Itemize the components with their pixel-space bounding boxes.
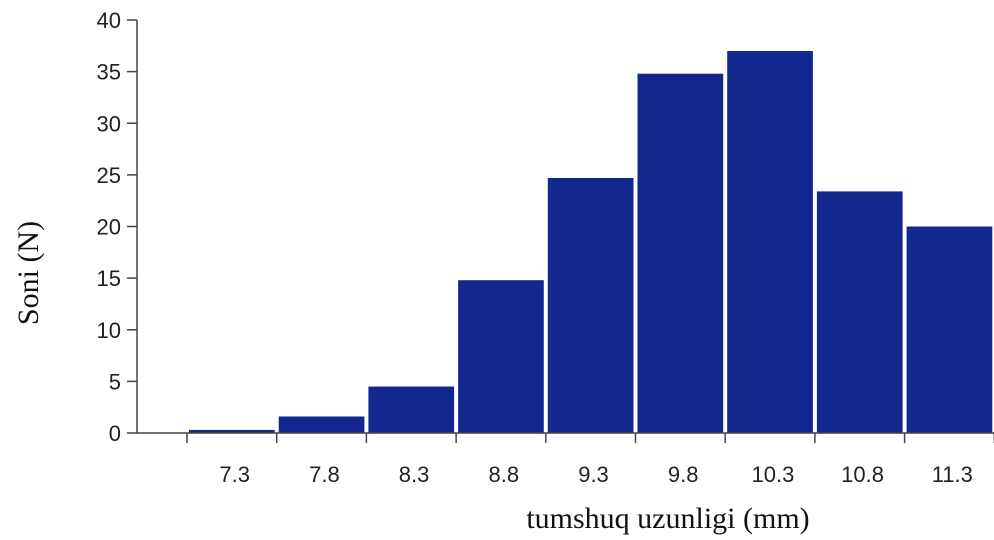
x-tick-label: 10.8 — [841, 462, 884, 487]
x-axis-title: tumshuq uzunligi (mm) — [526, 502, 809, 535]
x-tick-label: 7.3 — [219, 462, 250, 487]
histogram-bar — [547, 177, 634, 433]
histogram-bar — [278, 416, 365, 433]
y-axis-title: Soni (N) — [12, 221, 45, 325]
y-tick-label: 0 — [109, 421, 121, 446]
x-tick-label: 8.3 — [399, 462, 430, 487]
y-axis-ticks: 0 5 10 15 20 25 30 35 40 — [97, 8, 137, 446]
histogram-bar — [637, 73, 724, 433]
histogram-bar — [816, 191, 903, 433]
x-tick-label: 9.3 — [578, 462, 609, 487]
y-tick-label: 5 — [109, 369, 121, 394]
x-tick-label: 7.8 — [309, 462, 340, 487]
y-tick-label: 35 — [97, 60, 121, 85]
histogram-bar — [189, 429, 275, 433]
histogram-bar — [906, 226, 993, 433]
x-tick-label: 9.8 — [668, 462, 699, 487]
x-tick-label: 10.3 — [751, 462, 794, 487]
bars — [189, 50, 993, 433]
y-tick-label: 20 — [97, 215, 121, 240]
y-tick-label: 40 — [97, 8, 121, 33]
histogram-bar — [727, 50, 813, 433]
histogram-bar — [458, 280, 544, 433]
y-tick-label: 15 — [97, 266, 121, 291]
x-tick-label: 11.3 — [932, 462, 973, 487]
x-axis-ticks: 7.3 7.8 8.3 8.8 9.3 9.8 10.3 10.8 11.3 — [186, 433, 994, 487]
histogram-bar — [368, 386, 455, 433]
y-tick-label: 30 — [97, 111, 121, 136]
x-tick-label: 8.8 — [489, 462, 520, 487]
y-tick-label: 10 — [97, 318, 121, 343]
y-tick-label: 25 — [97, 163, 121, 188]
